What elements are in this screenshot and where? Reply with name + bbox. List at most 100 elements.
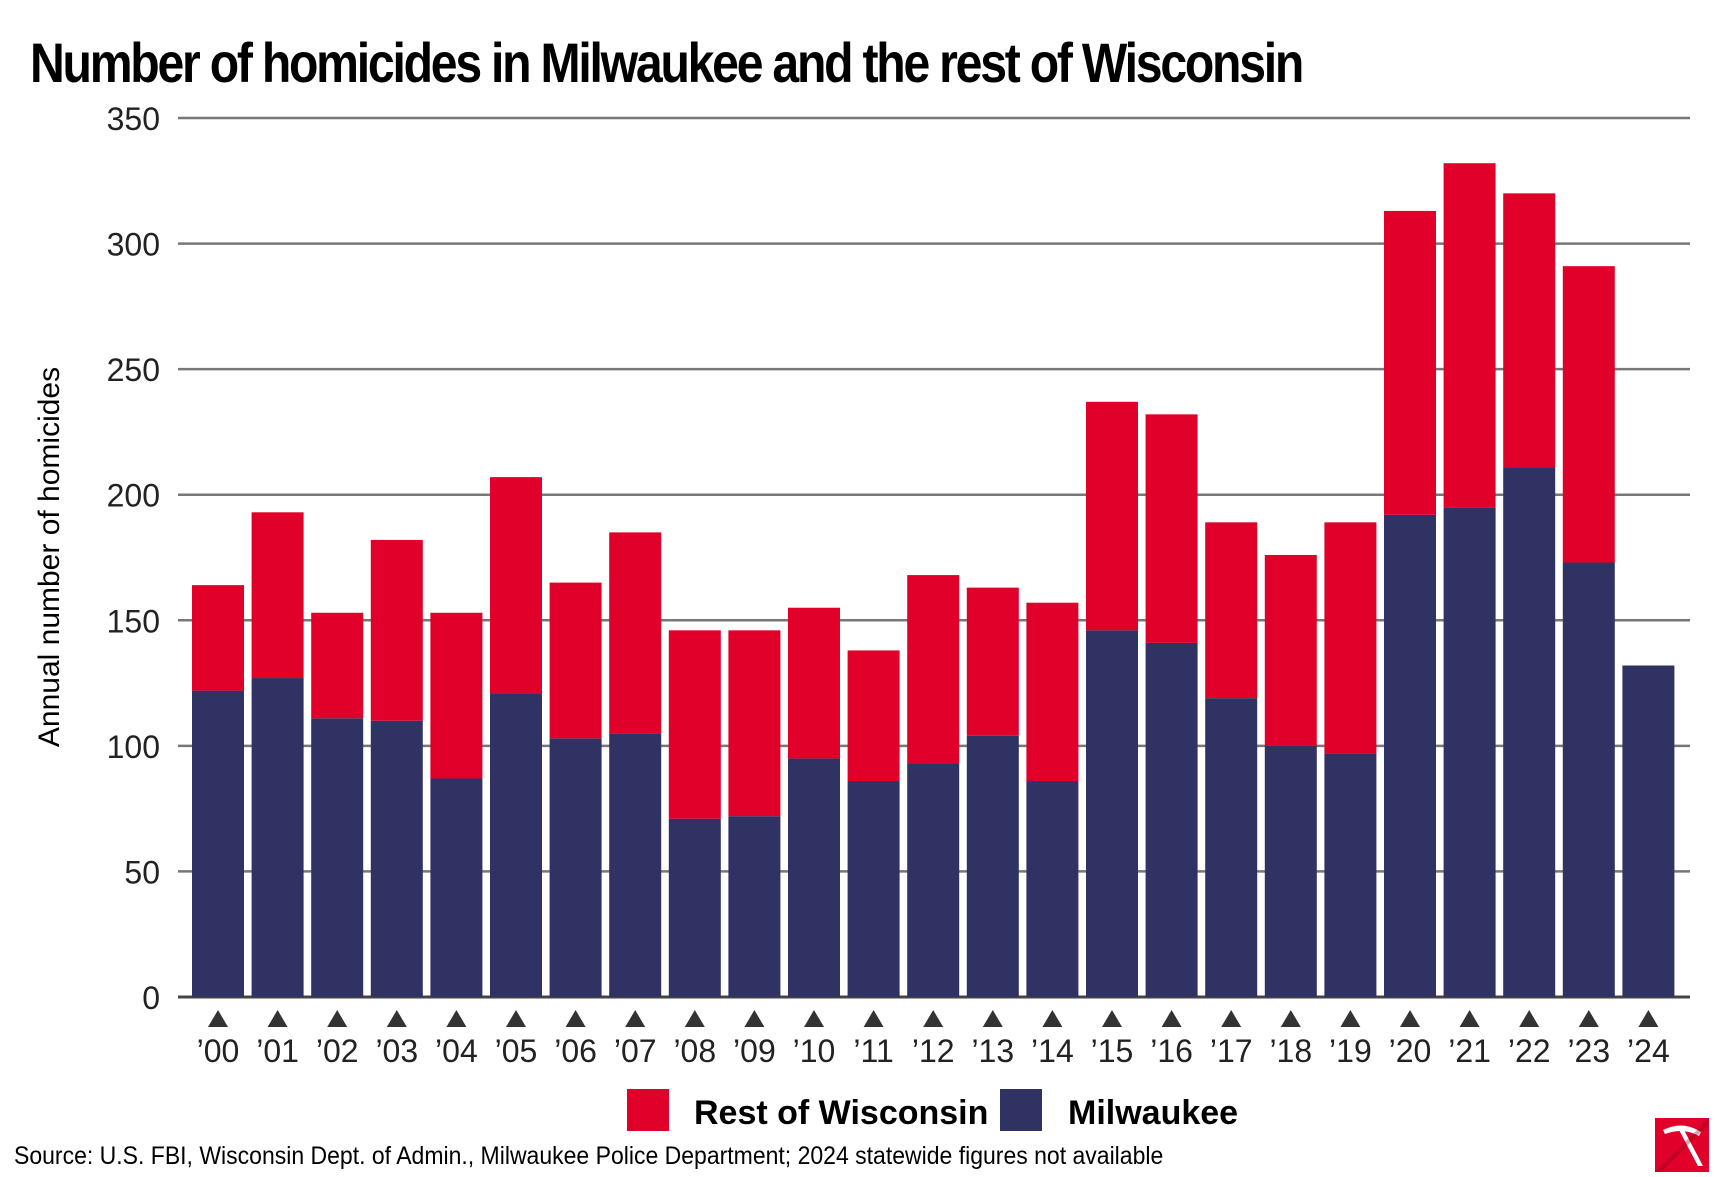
bar-rest-of-wisconsin <box>1026 602 1079 782</box>
x-tick-label: ’08 <box>673 1033 716 1069</box>
tick-marker-icon <box>1519 1010 1540 1027</box>
bar-milwaukee <box>1622 665 1675 997</box>
x-tick-label: ’15 <box>1091 1033 1134 1069</box>
legend-swatch-milwaukee <box>1000 1089 1042 1131</box>
bar-rest-of-wisconsin <box>728 630 781 817</box>
bar-milwaukee <box>490 693 542 997</box>
tick-markers <box>208 1010 1659 1027</box>
legend-label-rest-of-wisconsin: Rest of Wisconsin <box>694 1094 988 1132</box>
x-tick-label: ’22 <box>1508 1033 1551 1069</box>
x-tick-label: ’18 <box>1269 1033 1312 1069</box>
tick-marker-icon <box>1102 1010 1122 1027</box>
bar-rest-of-wisconsin <box>1562 266 1615 563</box>
y-tick-label: 300 <box>107 227 160 263</box>
legend: Rest of Wisconsin Milwaukee <box>627 1089 1238 1132</box>
tick-marker-icon <box>506 1010 526 1027</box>
x-tick-label: ’01 <box>256 1033 299 1069</box>
bar-milwaukee <box>668 818 721 997</box>
chart-title: Number of homicides in Milwaukee and the… <box>30 31 1304 94</box>
bar-milwaukee <box>1205 698 1258 997</box>
y-tick-label: 200 <box>107 478 160 514</box>
bar-milwaukee <box>1086 630 1138 997</box>
bar-rest-of-wisconsin <box>1264 554 1317 746</box>
bar-milwaukee <box>549 738 602 997</box>
x-tick-label: ’24 <box>1627 1033 1670 1069</box>
bar-milwaukee <box>1562 562 1615 997</box>
tick-marker-icon <box>684 1010 705 1027</box>
tick-marker-icon <box>1221 1010 1242 1027</box>
bar-milwaukee <box>1264 745 1317 997</box>
bar-rest-of-wisconsin <box>609 532 662 734</box>
y-tick-label: 0 <box>142 980 160 1016</box>
bar-rest-of-wisconsin <box>1205 522 1258 699</box>
bar-milwaukee <box>847 781 900 997</box>
bar-milwaukee <box>728 816 781 997</box>
bar-milwaukee <box>609 733 662 997</box>
tick-marker-icon <box>1340 1010 1361 1027</box>
bar-milwaukee <box>788 758 840 997</box>
x-tick-label: ’10 <box>793 1033 836 1069</box>
x-tick-label: ’03 <box>375 1033 418 1069</box>
x-tick-label: ’09 <box>733 1033 776 1069</box>
bar-rest-of-wisconsin <box>1324 522 1377 754</box>
y-axis-ticks: 0 50 100 150 200 250 300 350 <box>107 101 160 1016</box>
legend-swatch-rest-of-wisconsin <box>627 1089 669 1131</box>
bar-milwaukee <box>430 778 483 997</box>
bar-milwaukee <box>1503 467 1556 997</box>
tick-marker-icon <box>1578 1010 1599 1027</box>
y-tick-label: 100 <box>107 729 160 765</box>
tick-marker-icon <box>565 1010 586 1027</box>
bar-milwaukee <box>966 735 1019 997</box>
tick-marker-icon <box>1161 1010 1182 1027</box>
x-tick-label: ’05 <box>495 1033 538 1069</box>
x-tick-label: ’07 <box>614 1033 657 1069</box>
tick-marker-icon <box>863 1010 884 1027</box>
x-tick-label: ’14 <box>1031 1033 1074 1069</box>
x-tick-label: ’04 <box>435 1033 478 1069</box>
x-tick-label: ’19 <box>1329 1033 1372 1069</box>
bar-milwaukee <box>251 678 304 997</box>
bar-milwaukee <box>311 718 364 997</box>
tick-marker-icon <box>625 1010 646 1027</box>
bar-rest-of-wisconsin <box>1384 210 1436 515</box>
tick-marker-icon <box>208 1010 228 1027</box>
tick-marker-icon <box>982 1010 1003 1027</box>
tick-marker-icon <box>1042 1010 1063 1027</box>
x-tick-label: ’06 <box>554 1033 597 1069</box>
tick-marker-icon <box>446 1010 467 1027</box>
bar-rest-of-wisconsin <box>1443 163 1496 508</box>
x-tick-label: ’00 <box>197 1033 240 1069</box>
bar-milwaukee <box>907 763 960 997</box>
x-tick-label: ’02 <box>316 1033 359 1069</box>
bar-milwaukee <box>370 720 423 997</box>
bar-rest-of-wisconsin <box>907 575 960 764</box>
bar-rest-of-wisconsin <box>370 539 423 721</box>
bar-rest-of-wisconsin <box>430 612 483 779</box>
x-tick-label: ’13 <box>971 1033 1014 1069</box>
tick-marker-icon <box>1280 1010 1301 1027</box>
bar-milwaukee <box>1443 507 1496 997</box>
bar-milwaukee <box>1026 781 1079 997</box>
x-tick-label: ’16 <box>1150 1033 1193 1069</box>
bar-milwaukee <box>192 690 244 997</box>
pickaxe-logo-icon <box>1655 1118 1709 1172</box>
legend-label-milwaukee: Milwaukee <box>1068 1094 1238 1132</box>
y-tick-label: 250 <box>107 352 160 388</box>
tick-marker-icon <box>744 1010 765 1027</box>
bar-rest-of-wisconsin <box>966 587 1019 736</box>
x-tick-label: ’23 <box>1567 1033 1610 1069</box>
tick-marker-icon <box>1638 1010 1659 1027</box>
bar-rest-of-wisconsin <box>1145 414 1198 643</box>
tick-marker-icon <box>923 1010 944 1027</box>
bar-milwaukee <box>1324 753 1377 997</box>
x-tick-label: ’11 <box>853 1033 893 1069</box>
bar-rest-of-wisconsin <box>251 512 304 679</box>
tick-marker-icon <box>1459 1010 1480 1027</box>
y-tick-label: 150 <box>107 603 160 639</box>
bar-rest-of-wisconsin <box>847 650 900 782</box>
bar-milwaukee <box>1145 642 1198 997</box>
tick-marker-icon <box>327 1010 348 1027</box>
bar-rest-of-wisconsin <box>788 607 840 759</box>
x-axis-ticks: ’00 ’01 ’02 ’03 ’04 ’05 ’06 ’07 ’08 ’09 ’10 ’11 ’12 ’… <box>197 1033 1670 1069</box>
